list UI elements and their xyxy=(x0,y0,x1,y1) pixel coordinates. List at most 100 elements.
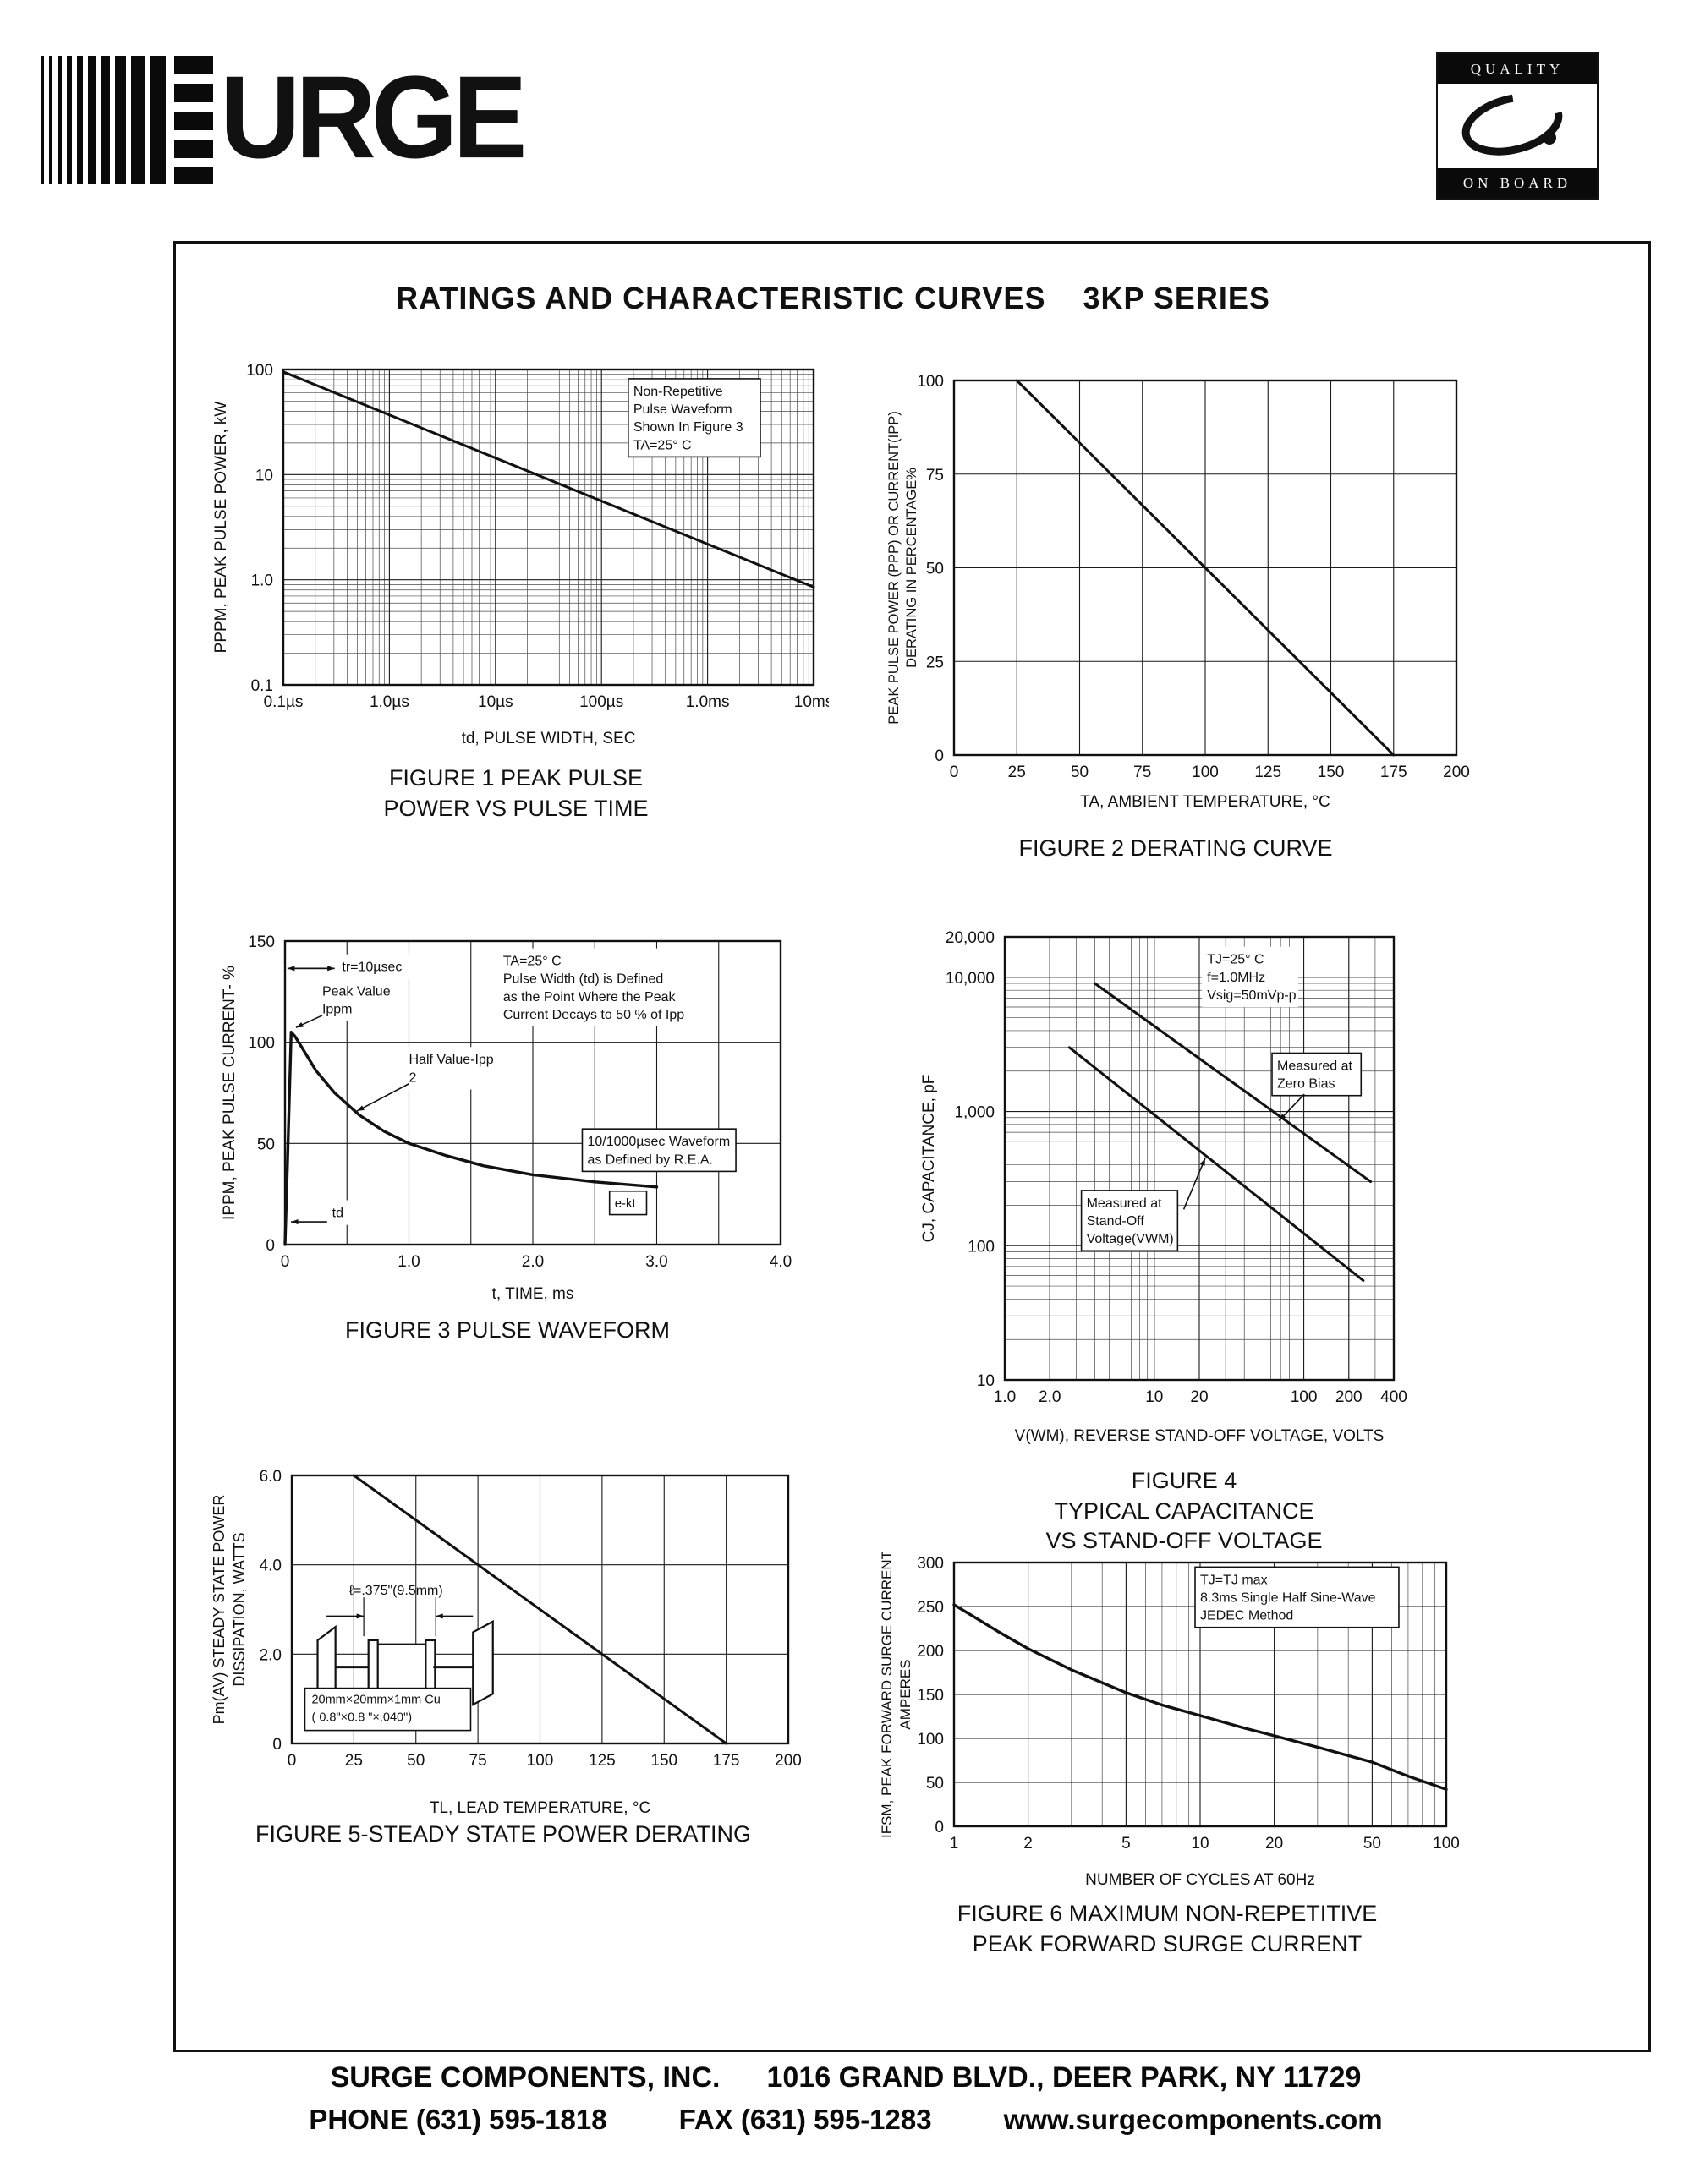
svg-text:50: 50 xyxy=(1071,764,1089,781)
svg-text:NUMBER OF CYCLES AT 60Hz: NUMBER OF CYCLES AT 60Hz xyxy=(1085,1871,1315,1889)
svg-text:TJ=25° C: TJ=25° C xyxy=(1207,953,1264,967)
svg-text:250: 250 xyxy=(917,1599,944,1617)
svg-text:2.0: 2.0 xyxy=(1039,1388,1061,1406)
svg-text:50: 50 xyxy=(926,1775,944,1793)
svg-text:100: 100 xyxy=(248,1035,275,1053)
svg-text:100: 100 xyxy=(1192,764,1219,781)
figure-6-surge-current-chart: 1 2 5 10 20 50 100 0 50 100 150 200 250 300 TJ=TJ max 8… xyxy=(879,1552,1460,1889)
svg-text:20,000: 20,000 xyxy=(946,929,995,947)
surge-logo-s-glyph xyxy=(174,56,213,184)
svg-text:25: 25 xyxy=(345,1752,363,1770)
footer-address: 1016 GRAND BLVD., DEER PARK, NY 11729 xyxy=(766,2061,1362,2094)
svg-text:as the Point Where the Peak: as the Point Where the Peak xyxy=(503,990,677,1004)
svg-text:50: 50 xyxy=(407,1752,425,1770)
svg-text:TL, LEAD TEMPERATURE, °C: TL, LEAD TEMPERATURE, °C xyxy=(430,1799,650,1817)
svg-text:DISSIPATION, WATTS: DISSIPATION, WATTS xyxy=(231,1532,248,1686)
surge-logo: URGE xyxy=(41,52,527,184)
svg-text:Shown In Figure 3: Shown In Figure 3 xyxy=(633,420,743,435)
svg-text:75: 75 xyxy=(469,1752,487,1770)
svg-text:175: 175 xyxy=(713,1752,740,1770)
svg-text:ℓ=.375"(9.5mm): ℓ=.375"(9.5mm) xyxy=(349,1584,443,1598)
svg-text:Non-Repetitive: Non-Repetitive xyxy=(633,385,723,399)
quality-on-board-badge: QUALITY ON BOARD xyxy=(1436,52,1599,200)
svg-text:2: 2 xyxy=(409,1070,417,1085)
svg-text:JEDEC Method: JEDEC Method xyxy=(1200,1609,1293,1623)
figure-5-caption: FIGURE 5-STEADY STATE POWER DERATING xyxy=(255,1821,752,1847)
figure-1-caption: FIGURE 1 PEAK PULSE POWER VS PULSE TIME xyxy=(383,765,649,821)
quality-badge-top-label: QUALITY xyxy=(1438,54,1597,84)
svg-text:75: 75 xyxy=(926,467,944,484)
surge-logo-bars xyxy=(41,56,171,184)
svg-text:IPPM, PEAK PULSE CURRENT- %: IPPM, PEAK PULSE CURRENT- % xyxy=(221,966,239,1220)
svg-text:Measured at: Measured at xyxy=(1277,1059,1352,1073)
svg-text:75: 75 xyxy=(1133,764,1151,781)
svg-text:CJ, CAPACITANCE, pF: CJ, CAPACITANCE, pF xyxy=(920,1075,938,1243)
page-footer: SURGE COMPONENTS, INC. 1016 GRAND BLVD.,… xyxy=(34,2061,1658,2145)
svg-text:Measured at: Measured at xyxy=(1087,1196,1162,1211)
svg-text:1.0: 1.0 xyxy=(251,572,273,590)
svg-text:200: 200 xyxy=(775,1752,802,1770)
svg-text:100: 100 xyxy=(968,1238,995,1256)
svg-text:2: 2 xyxy=(1023,1835,1033,1853)
svg-text:2.0: 2.0 xyxy=(522,1253,544,1271)
svg-text:100µs: 100µs xyxy=(579,693,623,711)
svg-text:50: 50 xyxy=(1363,1835,1381,1853)
svg-text:PEAK PULSE POWER (PPP) OR C: PEAK PULSE POWER (PPP) OR CURRENT(IPP) xyxy=(886,411,902,724)
figure-3-caption: FIGURE 3 PULSE WAVEFORM xyxy=(344,1317,671,1343)
svg-text:Half Value-Ipp: Half Value-Ipp xyxy=(409,1053,494,1067)
svg-text:100: 100 xyxy=(1291,1388,1318,1406)
svg-text:1,000: 1,000 xyxy=(954,1104,995,1122)
svg-text:0.1µs: 0.1µs xyxy=(264,693,304,711)
svg-text:Pm(AV) STEADY STATE POWER: Pm(AV) STEADY STATE POWER xyxy=(211,1495,228,1725)
svg-text:10/1000µsec Waveform: 10/1000µsec Waveform xyxy=(587,1135,730,1149)
svg-text:td, PULSE WIDTH, SEC: td, PULSE WIDTH, SEC xyxy=(462,730,636,747)
svg-text:20mm×20mm×1mm Cu: 20mm×20mm×1mm Cu xyxy=(311,1694,440,1707)
svg-text:150: 150 xyxy=(917,1687,944,1705)
svg-text:TJ=TJ max: TJ=TJ max xyxy=(1200,1573,1268,1587)
svg-text:50: 50 xyxy=(926,561,944,578)
svg-text:10: 10 xyxy=(1191,1835,1209,1853)
svg-text:10ms: 10ms xyxy=(794,693,829,711)
svg-text:AMPERES: AMPERES xyxy=(897,1659,913,1729)
svg-text:t, TIME, ms: t, TIME, ms xyxy=(492,1285,574,1303)
svg-text:Vsig=50mVp-p: Vsig=50mVp-p xyxy=(1207,988,1296,1003)
svg-text:100: 100 xyxy=(917,373,944,391)
svg-text:1.0µs: 1.0µs xyxy=(370,693,409,711)
svg-text:25: 25 xyxy=(926,654,944,671)
svg-text:150: 150 xyxy=(650,1752,677,1770)
svg-text:Peak Value: Peak Value xyxy=(322,984,391,999)
surge-logo-text: URGE xyxy=(220,52,527,183)
svg-text:3.0: 3.0 xyxy=(645,1253,667,1271)
footer-website: www.surgecomponents.com xyxy=(1003,2104,1383,2135)
figure-3-pulse-waveform-chart: 0 1.0 2.0 3.0 4.0 0 50 100 150 tr=10µsec Peak Valu… xyxy=(221,933,792,1303)
svg-text:4.0: 4.0 xyxy=(260,1557,282,1575)
svg-text:150: 150 xyxy=(248,933,275,951)
svg-text:20: 20 xyxy=(1265,1835,1283,1853)
svg-text:0: 0 xyxy=(950,764,959,781)
svg-text:200: 200 xyxy=(1335,1388,1363,1406)
svg-text:5: 5 xyxy=(1121,1835,1131,1853)
svg-text:10: 10 xyxy=(977,1372,995,1390)
svg-text:200: 200 xyxy=(917,1643,944,1661)
svg-text:Current Decays to 50 % of Ipp: Current Decays to 50 % of Ipp xyxy=(503,1008,684,1022)
svg-text:Ippm: Ippm xyxy=(322,1003,353,1017)
svg-text:200: 200 xyxy=(1443,764,1470,781)
svg-text:100: 100 xyxy=(246,362,273,380)
svg-text:0.1: 0.1 xyxy=(251,677,273,695)
svg-text:0: 0 xyxy=(288,1752,297,1770)
svg-text:100: 100 xyxy=(1433,1835,1460,1853)
curves-panel-border xyxy=(173,241,1651,2052)
svg-text:Pulse Waveform: Pulse Waveform xyxy=(633,402,732,417)
figure-4-capacitance-chart: 1.0 2.0 10 20 100 200 400 10 100 1,000 10,000 20,00… xyxy=(920,929,1407,1445)
page-title: RATINGS AND CHARACTERISTIC CURVES 3KP SE… xyxy=(396,281,1270,315)
footer-phone: PHONE (631) 595-1818 xyxy=(309,2104,607,2135)
svg-text:PPPM, PEAK PULSE POWER, kW: PPPM, PEAK PULSE POWER, kW xyxy=(212,402,230,654)
svg-text:DERATING IN PERCENTAGE%: DERATING IN PERCENTAGE% xyxy=(904,468,919,668)
quality-badge-bottom-label: ON BOARD xyxy=(1438,168,1597,198)
svg-text:0: 0 xyxy=(272,1736,282,1754)
footer-company: SURGE COMPONENTS, INC. xyxy=(330,2061,721,2094)
svg-text:Zero Bias: Zero Bias xyxy=(1277,1077,1335,1092)
svg-text:10,000: 10,000 xyxy=(946,970,995,988)
svg-text:Stand-Off: Stand-Off xyxy=(1087,1214,1145,1229)
